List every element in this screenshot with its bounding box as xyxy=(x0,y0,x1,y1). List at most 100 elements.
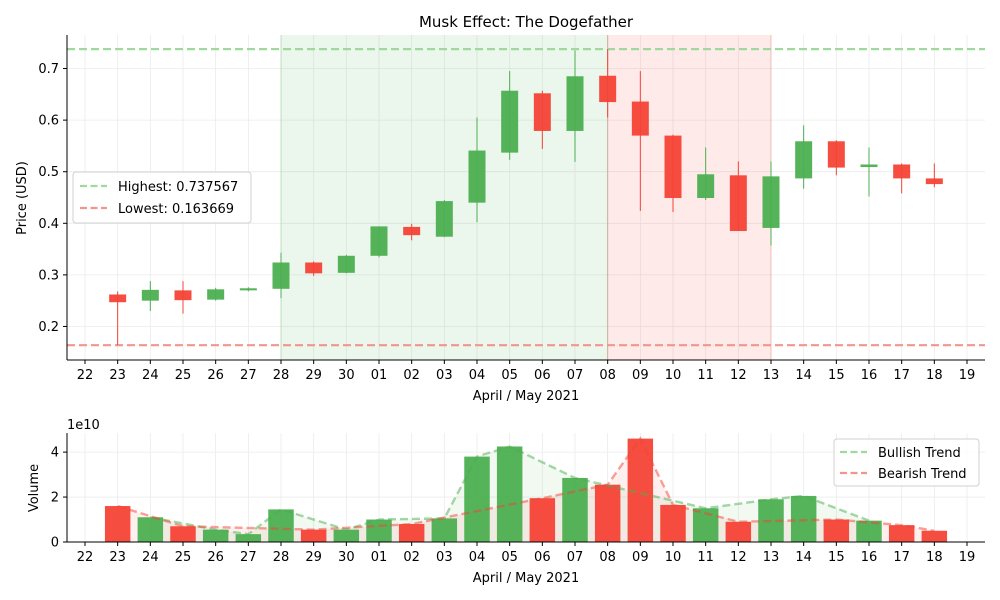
price-x-tick-label: 27 xyxy=(240,368,257,383)
price-x-tick-label: 07 xyxy=(567,368,584,383)
volume-x-tick-label: 19 xyxy=(959,550,976,565)
volume-x-tick-label: 17 xyxy=(893,550,910,565)
candle-body xyxy=(697,174,715,199)
volume-x-tick-label: 22 xyxy=(77,550,94,565)
price-x-tick-label: 12 xyxy=(730,368,747,383)
candle-body xyxy=(599,75,617,103)
price-y-tick-label: 0.3 xyxy=(38,268,59,283)
price-shaded-ranges xyxy=(280,35,772,360)
candle-body xyxy=(925,178,943,185)
volume-x-tick-label: 30 xyxy=(338,550,355,565)
price-legend: Highest: 0.737567 Lowest: 0.163669 xyxy=(72,171,252,224)
price-x-tick-label: 24 xyxy=(142,368,159,383)
price-x-tick-label: 02 xyxy=(403,368,420,383)
price-y-tick-label: 0.7 xyxy=(38,62,59,77)
candle-body xyxy=(305,262,323,274)
price-x-tick-label: 18 xyxy=(926,368,943,383)
price-x-tick-label: 29 xyxy=(305,368,322,383)
candle-body xyxy=(533,93,551,131)
candle-body xyxy=(664,135,682,199)
candle-body xyxy=(631,101,649,136)
volume-x-axis-label: April / May 2021 xyxy=(473,571,579,586)
volume-bar xyxy=(823,519,850,542)
price-x-tick-label: 14 xyxy=(795,368,812,383)
price-x-tick-label: 19 xyxy=(959,368,976,383)
volume-x-tick-label: 02 xyxy=(403,550,420,565)
price-reference-lines xyxy=(67,48,985,347)
volume-bar xyxy=(170,526,196,542)
price-x-tick-label: 30 xyxy=(338,368,355,383)
price-axes xyxy=(66,35,985,361)
volume-bar xyxy=(888,525,915,542)
volume-bar xyxy=(235,534,262,542)
volume-offset-label: 1e10 xyxy=(67,418,100,433)
candle-body xyxy=(174,290,192,301)
volume-bar xyxy=(529,498,556,542)
volume-bar xyxy=(137,517,164,542)
price-x-tick-label: 03 xyxy=(436,368,453,383)
price-x-tick-label: 26 xyxy=(207,368,224,383)
price-x-tick-label: 09 xyxy=(632,368,649,383)
legend-bearish-label: Bearish Trend xyxy=(878,467,967,482)
volume-x-tick-label: 13 xyxy=(763,550,780,565)
legend-bullish-label: Bullish Trend xyxy=(878,446,961,461)
price-y-ticks: 0.2 0.3 0.4 0.5 0.6 0.7 xyxy=(38,62,67,335)
volume-x-tick-label: 14 xyxy=(795,550,812,565)
volume-bar xyxy=(268,509,294,542)
volume-panel: 22 23 24 25 26 27 28 29 30 01 02 03 04 05 06 07 08 09 10 11… xyxy=(27,418,985,586)
volume-trend-lines xyxy=(117,436,935,536)
volume-x-tick-label: 10 xyxy=(665,550,682,565)
price-x-tick-label: 01 xyxy=(371,368,388,383)
volume-x-tick-label: 27 xyxy=(240,550,257,565)
volume-x-tick-label: 23 xyxy=(109,550,126,565)
price-x-tick-label: 05 xyxy=(501,368,518,383)
volume-y-axis-label: Volume xyxy=(27,464,42,512)
candle-body xyxy=(141,289,159,301)
price-x-tick-label: 10 xyxy=(665,368,682,383)
candle-body xyxy=(860,164,878,168)
volume-x-ticks: 22 23 24 25 26 27 28 29 30 01 02 03 04 05 06 07 08 09 10 11… xyxy=(77,542,976,565)
volume-x-tick-label: 08 xyxy=(599,550,616,565)
candle-body xyxy=(109,294,127,303)
price-x-axis-label: April / May 2021 xyxy=(473,389,579,404)
price-y-tick-label: 0.2 xyxy=(38,320,59,335)
volume-x-tick-label: 12 xyxy=(730,550,747,565)
volume-bar xyxy=(333,529,360,542)
volume-x-tick-label: 25 xyxy=(175,550,192,565)
volume-y-tick-label: 4 xyxy=(51,446,59,461)
candle-body xyxy=(337,255,355,273)
candle-body xyxy=(795,141,813,179)
price-x-tick-label: 04 xyxy=(469,368,486,383)
volume-x-tick-label: 11 xyxy=(697,550,714,565)
legend-highest-label: Highest: 0.737567 xyxy=(118,180,238,195)
candle-body xyxy=(762,176,780,228)
candlesticks xyxy=(109,48,943,346)
shaded-range xyxy=(281,35,608,360)
volume-bar xyxy=(594,484,621,542)
volume-x-tick-label: 28 xyxy=(273,550,290,565)
volume-x-tick-label: 01 xyxy=(371,550,388,565)
price-x-tick-label: 08 xyxy=(599,368,616,383)
price-y-tick-label: 0.4 xyxy=(38,217,59,232)
volume-x-tick-label: 26 xyxy=(207,550,224,565)
candle-body xyxy=(827,141,845,168)
candle-body xyxy=(566,76,584,131)
candle-body xyxy=(501,90,519,153)
volume-y-tick-label: 2 xyxy=(51,491,59,506)
volume-bar xyxy=(300,529,327,542)
volume-x-tick-label: 16 xyxy=(861,550,878,565)
volume-bar xyxy=(725,521,752,542)
price-y-tick-label: 0.6 xyxy=(38,114,59,129)
candle-body xyxy=(468,150,486,203)
price-x-tick-label: 06 xyxy=(534,368,551,383)
price-panel: Musk Effect: The Dogefather 22 23 24 25 26 27… xyxy=(15,13,985,404)
candle-body xyxy=(403,226,421,236)
candle-body xyxy=(239,288,257,291)
trend-fill-area xyxy=(117,438,935,542)
volume-x-tick-label: 18 xyxy=(926,550,943,565)
volume-x-tick-label: 07 xyxy=(567,550,584,565)
volume-bars xyxy=(104,438,948,542)
price-x-tick-label: 13 xyxy=(763,368,780,383)
price-y-axis-label: Price (USD) xyxy=(15,161,30,235)
volume-bar xyxy=(856,520,882,542)
